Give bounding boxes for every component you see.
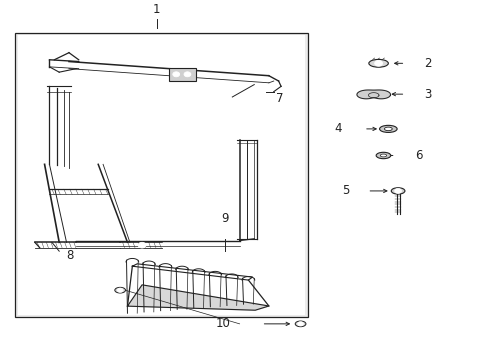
Circle shape xyxy=(172,72,179,77)
Polygon shape xyxy=(356,90,390,99)
Circle shape xyxy=(117,288,123,292)
Ellipse shape xyxy=(115,287,125,293)
Circle shape xyxy=(374,60,382,66)
Text: 4: 4 xyxy=(334,122,341,135)
Text: 10: 10 xyxy=(215,318,230,330)
Bar xyxy=(15,33,307,317)
Circle shape xyxy=(394,188,401,193)
Circle shape xyxy=(138,242,146,248)
Text: 1: 1 xyxy=(153,3,160,16)
Bar xyxy=(168,68,195,81)
Ellipse shape xyxy=(384,127,391,131)
Text: 6: 6 xyxy=(414,149,422,162)
Bar xyxy=(18,35,305,315)
Text: 7: 7 xyxy=(276,92,283,105)
Text: 2: 2 xyxy=(423,57,430,70)
Ellipse shape xyxy=(375,152,390,159)
Ellipse shape xyxy=(380,154,386,157)
Polygon shape xyxy=(127,285,268,310)
Circle shape xyxy=(297,322,303,326)
Ellipse shape xyxy=(295,321,305,327)
Text: 9: 9 xyxy=(221,212,228,225)
Ellipse shape xyxy=(379,125,396,132)
Text: 5: 5 xyxy=(341,184,348,197)
Text: 3: 3 xyxy=(423,87,430,101)
Text: 8: 8 xyxy=(66,249,74,262)
Ellipse shape xyxy=(390,188,404,194)
Circle shape xyxy=(183,72,190,77)
Ellipse shape xyxy=(368,59,387,67)
